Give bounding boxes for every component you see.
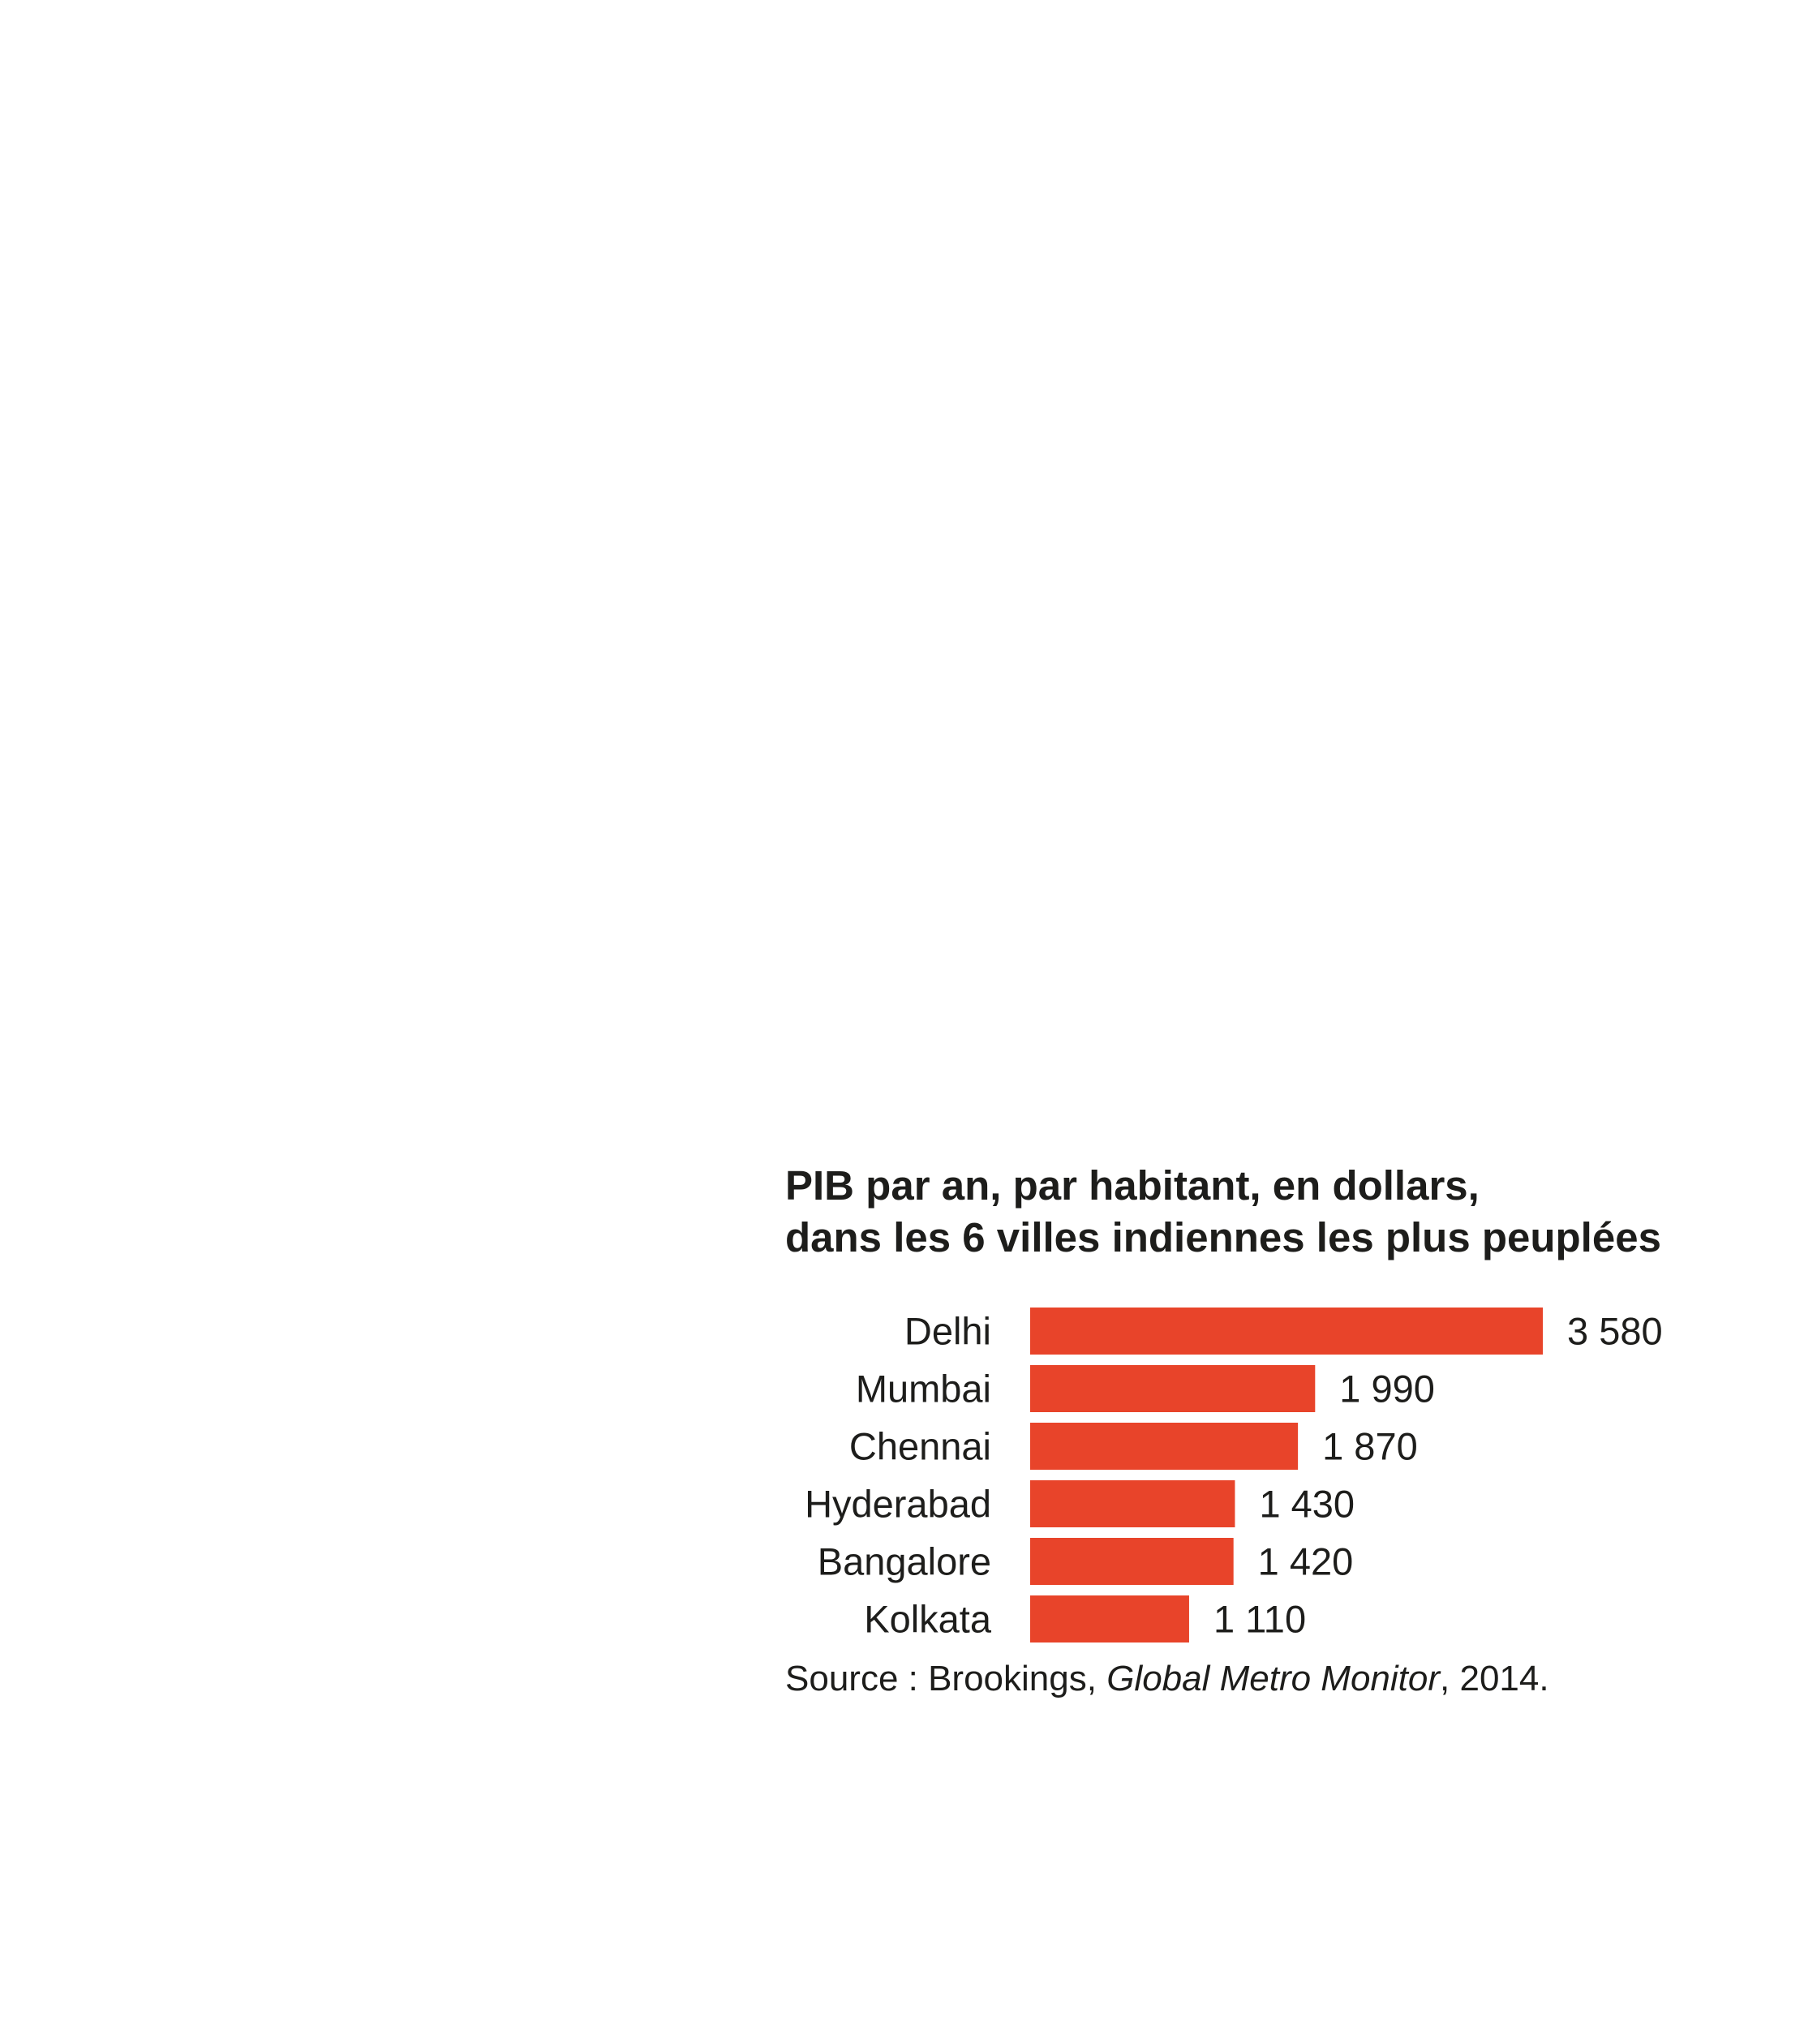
value-label: 1 870 bbox=[1322, 1425, 1418, 1468]
bar bbox=[1030, 1423, 1299, 1470]
value-label: 3 580 bbox=[1567, 1310, 1663, 1353]
category-label: Bangalore bbox=[818, 1540, 991, 1583]
chart-title-line-1: PIB par an, par habitant, en dollars, bbox=[785, 1162, 1480, 1209]
value-label: 1 430 bbox=[1259, 1483, 1355, 1526]
source-note: Source : Brookings, Global Metro Monitor… bbox=[785, 1661, 1549, 1697]
bar bbox=[1030, 1595, 1189, 1642]
chart-title-line-2: dans les 6 villes indiennes les plus peu… bbox=[785, 1214, 1661, 1260]
bar bbox=[1030, 1308, 1543, 1355]
bar bbox=[1030, 1365, 1316, 1412]
category-label: Hyderabad bbox=[805, 1483, 991, 1526]
category-label: Mumbai bbox=[856, 1368, 991, 1411]
source-work-title: Global Metro Monitor bbox=[1106, 1659, 1441, 1698]
category-label: Chennai bbox=[849, 1425, 991, 1468]
bar bbox=[1030, 1480, 1235, 1527]
category-label: Kolkata bbox=[864, 1598, 992, 1641]
value-label: 1 990 bbox=[1339, 1368, 1435, 1411]
category-label: Delhi bbox=[904, 1310, 991, 1353]
source-suffix: , 2014. bbox=[1440, 1659, 1549, 1698]
value-label: 1 110 bbox=[1213, 1598, 1306, 1641]
bar bbox=[1030, 1538, 1234, 1585]
value-label: 1 420 bbox=[1258, 1540, 1354, 1583]
source-prefix: Source : Brookings, bbox=[785, 1659, 1107, 1698]
